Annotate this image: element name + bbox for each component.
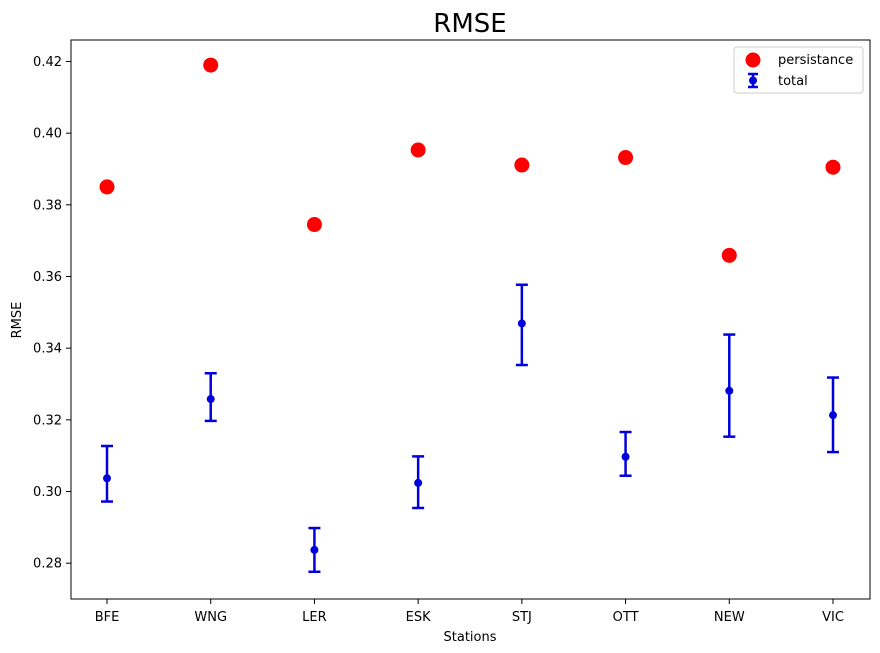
y-tick-label: 0.42 <box>33 55 62 70</box>
total-point-WNG <box>204 372 217 423</box>
total-marker <box>206 395 215 404</box>
total-marker <box>517 319 526 328</box>
x-tick-label: WNG <box>194 610 227 625</box>
persistance-point-ESK <box>410 142 426 158</box>
x-tick-label: NEW <box>714 610 745 625</box>
legend: persistance total <box>733 46 864 94</box>
legend-box <box>733 46 864 94</box>
y-tick-label: 0.32 <box>33 413 62 428</box>
persistance-point-STJ <box>514 157 530 173</box>
y-tick-label: 0.40 <box>33 127 62 142</box>
persistance-point-LER <box>306 217 322 233</box>
legend-total-dot <box>749 76 757 85</box>
x-tick-label: OTT <box>613 610 639 625</box>
total-point-STJ <box>515 283 528 367</box>
total-point-ESK <box>412 455 425 510</box>
y-tick-label: 0.30 <box>33 485 62 500</box>
x-tick-label: STJ <box>512 610 532 625</box>
legend-total-label: total <box>778 74 808 89</box>
x-axis: BFE WNG LER ESK STJ OTT NEW VIC <box>95 599 844 625</box>
x-tick-label: VIC <box>822 610 844 625</box>
y-axis-label: RMSE <box>10 302 25 339</box>
chart-title: RMSE <box>433 9 506 39</box>
total-point-LER <box>308 526 321 574</box>
y-tick-label: 0.28 <box>33 557 62 572</box>
persistance-series <box>99 57 841 263</box>
total-point-NEW <box>723 333 736 438</box>
y-tick-label: 0.38 <box>33 198 62 213</box>
persistance-point-WNG <box>203 57 219 73</box>
x-tick-label: ESK <box>406 610 431 625</box>
persistance-point-VIC <box>825 159 841 175</box>
legend-persistance-label: persistance <box>778 53 853 68</box>
legend-persistance-marker <box>745 52 761 68</box>
total-marker <box>103 474 111 483</box>
total-marker <box>829 411 837 420</box>
persistance-point-NEW <box>721 247 737 263</box>
persistance-point-BFE <box>99 179 115 195</box>
y-tick-label: 0.36 <box>33 270 62 285</box>
total-point-VIC <box>827 376 839 454</box>
x-tick-label: BFE <box>95 610 120 625</box>
x-tick-label: LER <box>302 610 327 625</box>
total-marker <box>414 478 423 487</box>
persistance-point-OTT <box>618 150 634 166</box>
total-point-BFE <box>101 444 113 503</box>
y-axis: 0.28 0.30 0.32 0.34 0.36 0.38 0.40 0.42 <box>33 55 71 572</box>
total-marker <box>725 386 734 395</box>
total-point-OTT <box>619 430 632 477</box>
legend-total-marker <box>748 72 758 89</box>
plot-area <box>70 39 871 600</box>
total-marker <box>621 452 630 461</box>
total-series <box>101 283 839 574</box>
y-tick-label: 0.34 <box>33 342 62 357</box>
x-axis-label: Stations <box>444 630 497 645</box>
total-marker <box>310 545 319 554</box>
